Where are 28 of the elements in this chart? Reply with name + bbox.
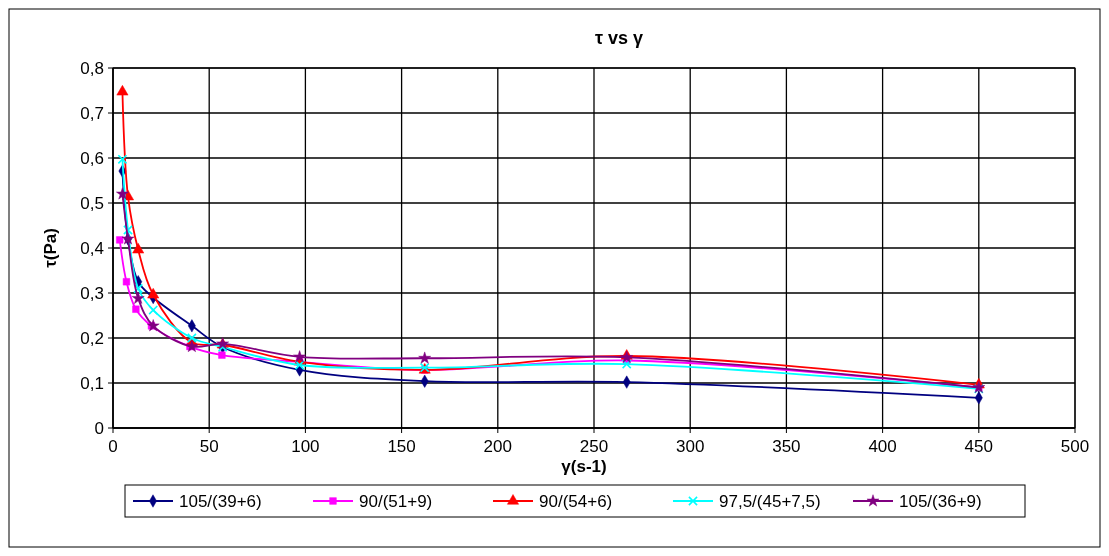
legend-label: 105/(36+9) [899,492,982,511]
y-tick-label: 0,8 [80,59,104,78]
y-tick-label: 0,6 [80,149,104,168]
y-tick-label: 0,1 [80,374,104,393]
x-tick-label: 100 [291,437,320,456]
x-tick-label: 300 [676,437,705,456]
y-tick-label: 0 [94,419,104,438]
x-tick-label: 250 [579,437,609,456]
y-tick-label: 0,2 [80,329,104,348]
legend-label: 105/(39+6) [179,492,262,511]
x-tick-label: 0 [108,437,118,456]
legend-label: 90/(51+9) [359,492,433,511]
y-tick-label: 0,5 [80,194,104,213]
x-tick-label: 450 [964,437,993,456]
chart-title: τ vs γ [594,28,644,48]
x-tick-label: 500 [1060,437,1090,456]
x-tick-label: 400 [868,437,897,456]
x-tick-label: 150 [387,437,416,456]
x-axis-title: γ(s-1) [561,457,607,476]
x-tick-label: 50 [199,437,219,456]
x-tick-label: 200 [483,437,512,456]
x-tick-label: 350 [772,437,801,456]
legend-label: 90/(54+6) [539,492,613,511]
y-tick-label: 0,7 [80,104,104,123]
y-tick-label: 0,4 [80,239,104,258]
legend-label: 97,5/(45+7,5) [719,492,821,511]
y-axis-title: τ(Pa) [41,228,60,268]
y-tick-label: 0,3 [80,284,104,303]
